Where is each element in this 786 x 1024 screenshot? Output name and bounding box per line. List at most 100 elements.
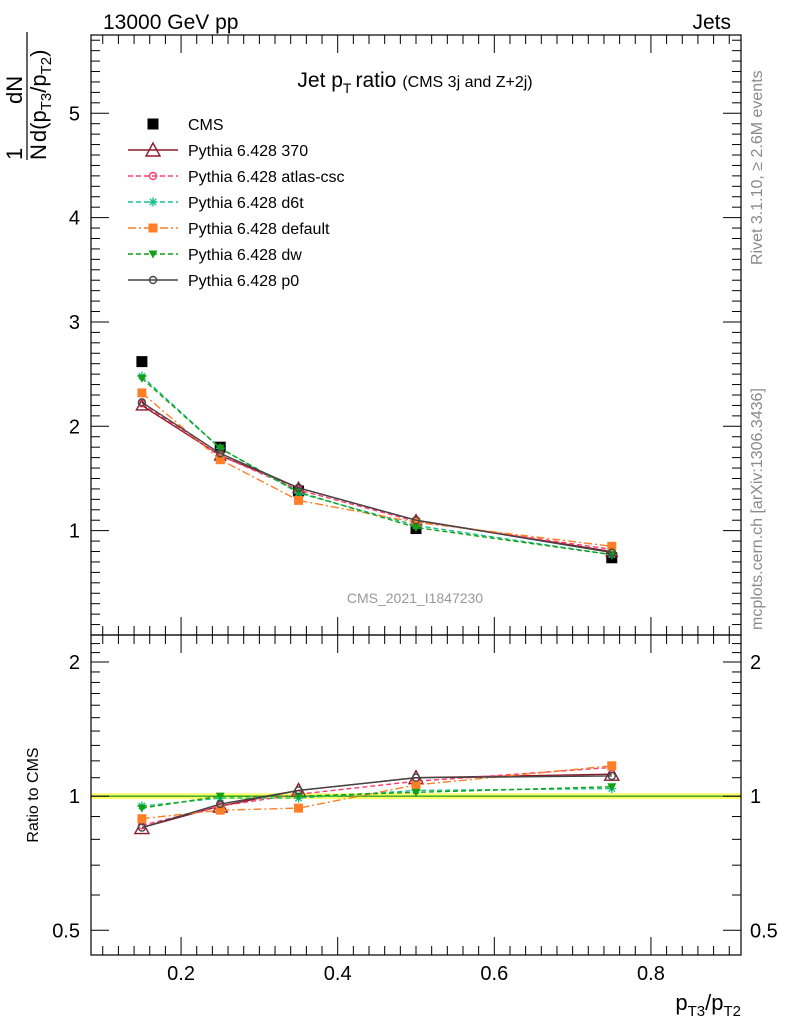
x-tick-label: 0.6 <box>480 963 508 985</box>
series-1 <box>135 398 619 557</box>
x-tick-label: 0.8 <box>637 963 665 985</box>
series-line <box>141 375 612 556</box>
rivet-label: Rivet 3.1.10, ≥ 2.6M events <box>749 70 766 265</box>
legend-label: Pythia 6.428 atlas-csc <box>188 169 345 186</box>
legend-label: Pythia 6.428 370 <box>188 143 308 160</box>
series-line <box>141 392 612 547</box>
data-point <box>411 524 421 533</box>
ratio-point <box>607 761 617 771</box>
y-tick-label: 5 <box>69 103 80 125</box>
ratio-y-tick-label-right: 2 <box>750 652 761 674</box>
ratio-y-tick-label: 1 <box>69 786 80 808</box>
data-point <box>215 444 225 453</box>
x-tick-label: 0.2 <box>167 963 195 985</box>
watermark: CMS_2021_I1847230 <box>347 590 483 606</box>
series-6 <box>137 398 616 557</box>
mcplots-label: mcplots.cern.ch [arXiv:1306.3436] <box>749 388 766 630</box>
series-4 <box>137 388 617 551</box>
ratio-point <box>411 773 421 782</box>
legend-entry: Pythia 6.428 atlas-csc <box>128 169 345 186</box>
ratio-point <box>215 805 225 815</box>
ratio-series-3 <box>137 761 617 824</box>
legend-marker <box>148 197 158 207</box>
series-line <box>141 401 612 554</box>
ratio-series-5 <box>137 771 616 832</box>
ylabel-fraction: 1 <box>2 148 27 160</box>
ratio-point <box>607 771 616 781</box>
ratio-y-tick-label: 2 <box>69 652 80 674</box>
y-tick-label: 1 <box>69 521 80 543</box>
data-point <box>137 388 147 398</box>
data-point <box>411 517 421 527</box>
x-tick-label: 0.4 <box>324 963 352 985</box>
data-point <box>607 548 616 557</box>
ratio-panel: 0.5 0.5 1 1 2 2 0.2 0.4 0.6 0.8 <box>52 634 778 985</box>
ratio-series-4 <box>137 783 617 813</box>
series-0 <box>136 356 618 564</box>
legend-marker <box>148 171 158 181</box>
legend-entry: CMS <box>147 117 224 134</box>
ylabel-group: 1 Nd(pT3/pT2) dN <box>2 32 55 160</box>
ylabel-denominator: Nd(pT3/pT2) <box>26 50 55 160</box>
data-point <box>137 374 147 383</box>
header-right: Jets <box>692 11 731 34</box>
data-point <box>607 551 617 560</box>
x-axis-label: pT3/pT2 <box>675 990 741 1020</box>
main-panel: 1 2 3 4 5 Jet pT ratio (CMS 3j and Z+2j) CMS_2… <box>69 34 742 636</box>
ratio-line <box>141 775 612 829</box>
data-point <box>215 455 225 465</box>
ratio-point <box>294 792 304 801</box>
data-point <box>411 516 421 525</box>
legend-label: Pythia 6.428 d6t <box>188 195 304 212</box>
ratio-y-tick-label-right: 0.5 <box>750 920 778 942</box>
data-point <box>294 495 304 505</box>
ratio-line <box>141 765 612 820</box>
ylabel-numerator: dN <box>2 76 27 104</box>
data-point <box>607 541 617 551</box>
series-5 <box>137 374 617 560</box>
legend-marker <box>148 275 158 285</box>
ratio-y-tick-label-right: 1 <box>750 786 761 808</box>
y-tick-label: 4 <box>69 208 80 230</box>
legend-marker <box>148 223 158 233</box>
series-line <box>141 402 612 551</box>
legend-label: Pythia 6.428 default <box>188 221 330 238</box>
ratio-point <box>294 786 303 795</box>
data-point <box>294 483 303 493</box>
data-point <box>137 398 147 407</box>
y-tick-label: 2 <box>69 416 80 438</box>
legend-entry: Pythia 6.428 p0 <box>128 273 299 290</box>
legend-entry: Pythia 6.428 default <box>128 221 330 238</box>
legend-label: CMS <box>188 117 224 134</box>
ratio-y-tick-label: 0.5 <box>52 920 80 942</box>
legend-entry: Pythia 6.428 dw <box>128 247 302 264</box>
ratio-point <box>411 788 421 797</box>
y-tick-label: 3 <box>69 312 80 334</box>
data-point <box>216 449 225 458</box>
chart-title: Jet pT ratio (CMS 3j and Z+2j) <box>297 69 532 96</box>
data-point <box>136 356 148 368</box>
ratio-point <box>137 823 147 832</box>
legend-entry: Pythia 6.428 370 <box>128 141 308 160</box>
series-3 <box>137 371 617 560</box>
series-line <box>141 377 612 556</box>
ratio-ylabel: Ratio to CMS <box>25 747 42 842</box>
ratio-point <box>216 799 225 809</box>
legend-marker <box>144 141 162 157</box>
ratio-point <box>137 804 147 813</box>
ratio-point <box>137 814 147 824</box>
ratio-point <box>411 780 421 790</box>
ratio-point <box>294 803 304 813</box>
legend-entry: Pythia 6.428 d6t <box>128 195 304 212</box>
series-2 <box>137 399 616 554</box>
ratio-point <box>215 792 225 801</box>
series-line <box>141 404 612 553</box>
header-left: 13000 GeV pp <box>103 11 238 34</box>
legend-marker <box>147 118 159 130</box>
legend-marker <box>148 250 158 259</box>
legend-label: Pythia 6.428 dw <box>188 247 302 264</box>
ratio-line <box>141 786 612 809</box>
ratio-point <box>607 783 617 792</box>
legend-label: Pythia 6.428 p0 <box>188 273 299 290</box>
